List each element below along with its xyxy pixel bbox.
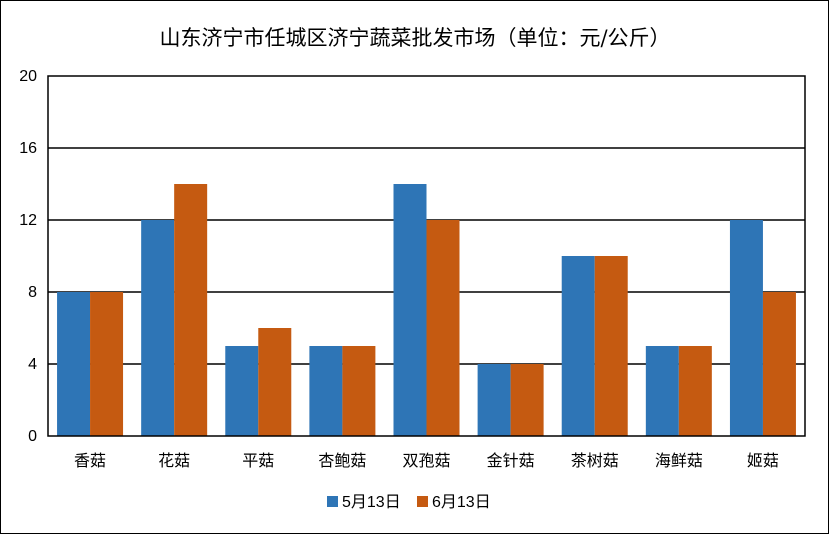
bar-series-2 <box>258 328 292 436</box>
bar-series-2 <box>90 292 124 436</box>
y-tick-label: 16 <box>19 140 37 157</box>
bar-series-2 <box>174 184 208 436</box>
legend-label: 6月13日 <box>432 494 491 511</box>
bars <box>57 184 796 436</box>
x-category-label: 杏鲍菇 <box>318 451 366 470</box>
y-tick-label: 8 <box>28 284 37 301</box>
plot-area-border <box>47 75 806 437</box>
x-category-label: 姬菇 <box>747 451 779 470</box>
x-category-label: 双孢菇 <box>402 451 450 470</box>
bar-series-2 <box>762 292 796 436</box>
bar-series-1 <box>561 256 595 436</box>
legend-label: 5月13日 <box>342 494 401 511</box>
bar-series-2 <box>426 220 460 436</box>
x-category-label: 平菇 <box>242 451 274 470</box>
bar-series-2 <box>342 346 376 436</box>
bar-series-2 <box>594 256 628 436</box>
bar-series-1 <box>729 220 763 436</box>
y-tick-label: 12 <box>19 212 37 229</box>
x-category-label: 香菇 <box>74 451 106 470</box>
bar-series-2 <box>510 364 544 436</box>
x-category-label: 金针菇 <box>487 451 535 470</box>
legend-swatch <box>417 496 428 507</box>
x-axis-categories: 香菇 花菇 平菇 杏鲍菇 双孢菇 金针菇 茶树菇 海鲜菇 姬菇 <box>74 451 779 470</box>
x-category-label: 海鲜菇 <box>655 451 703 470</box>
y-axis-ticks: 0 4 8 12 16 20 <box>19 68 37 445</box>
bar-series-1 <box>141 220 175 436</box>
legend: 5月13日 6月13日 <box>327 494 491 511</box>
y-tick-label: 20 <box>19 68 37 85</box>
bar-series-1 <box>225 346 259 436</box>
y-tick-label: 4 <box>28 356 37 373</box>
bar-series-1 <box>309 346 343 436</box>
x-category-label: 茶树菇 <box>571 451 619 470</box>
y-tick-label: 0 <box>28 428 37 445</box>
bar-series-2 <box>678 346 712 436</box>
legend-swatch <box>327 496 338 507</box>
x-category-label: 花菇 <box>158 451 190 470</box>
bar-series-1 <box>57 292 91 436</box>
chart-title: 山东济宁市任城区济宁蔬菜批发市场（单位：元/公斤） <box>159 26 670 50</box>
bar-series-1 <box>645 346 679 436</box>
bar-series-1 <box>477 364 511 436</box>
bar-series-1 <box>393 184 427 436</box>
